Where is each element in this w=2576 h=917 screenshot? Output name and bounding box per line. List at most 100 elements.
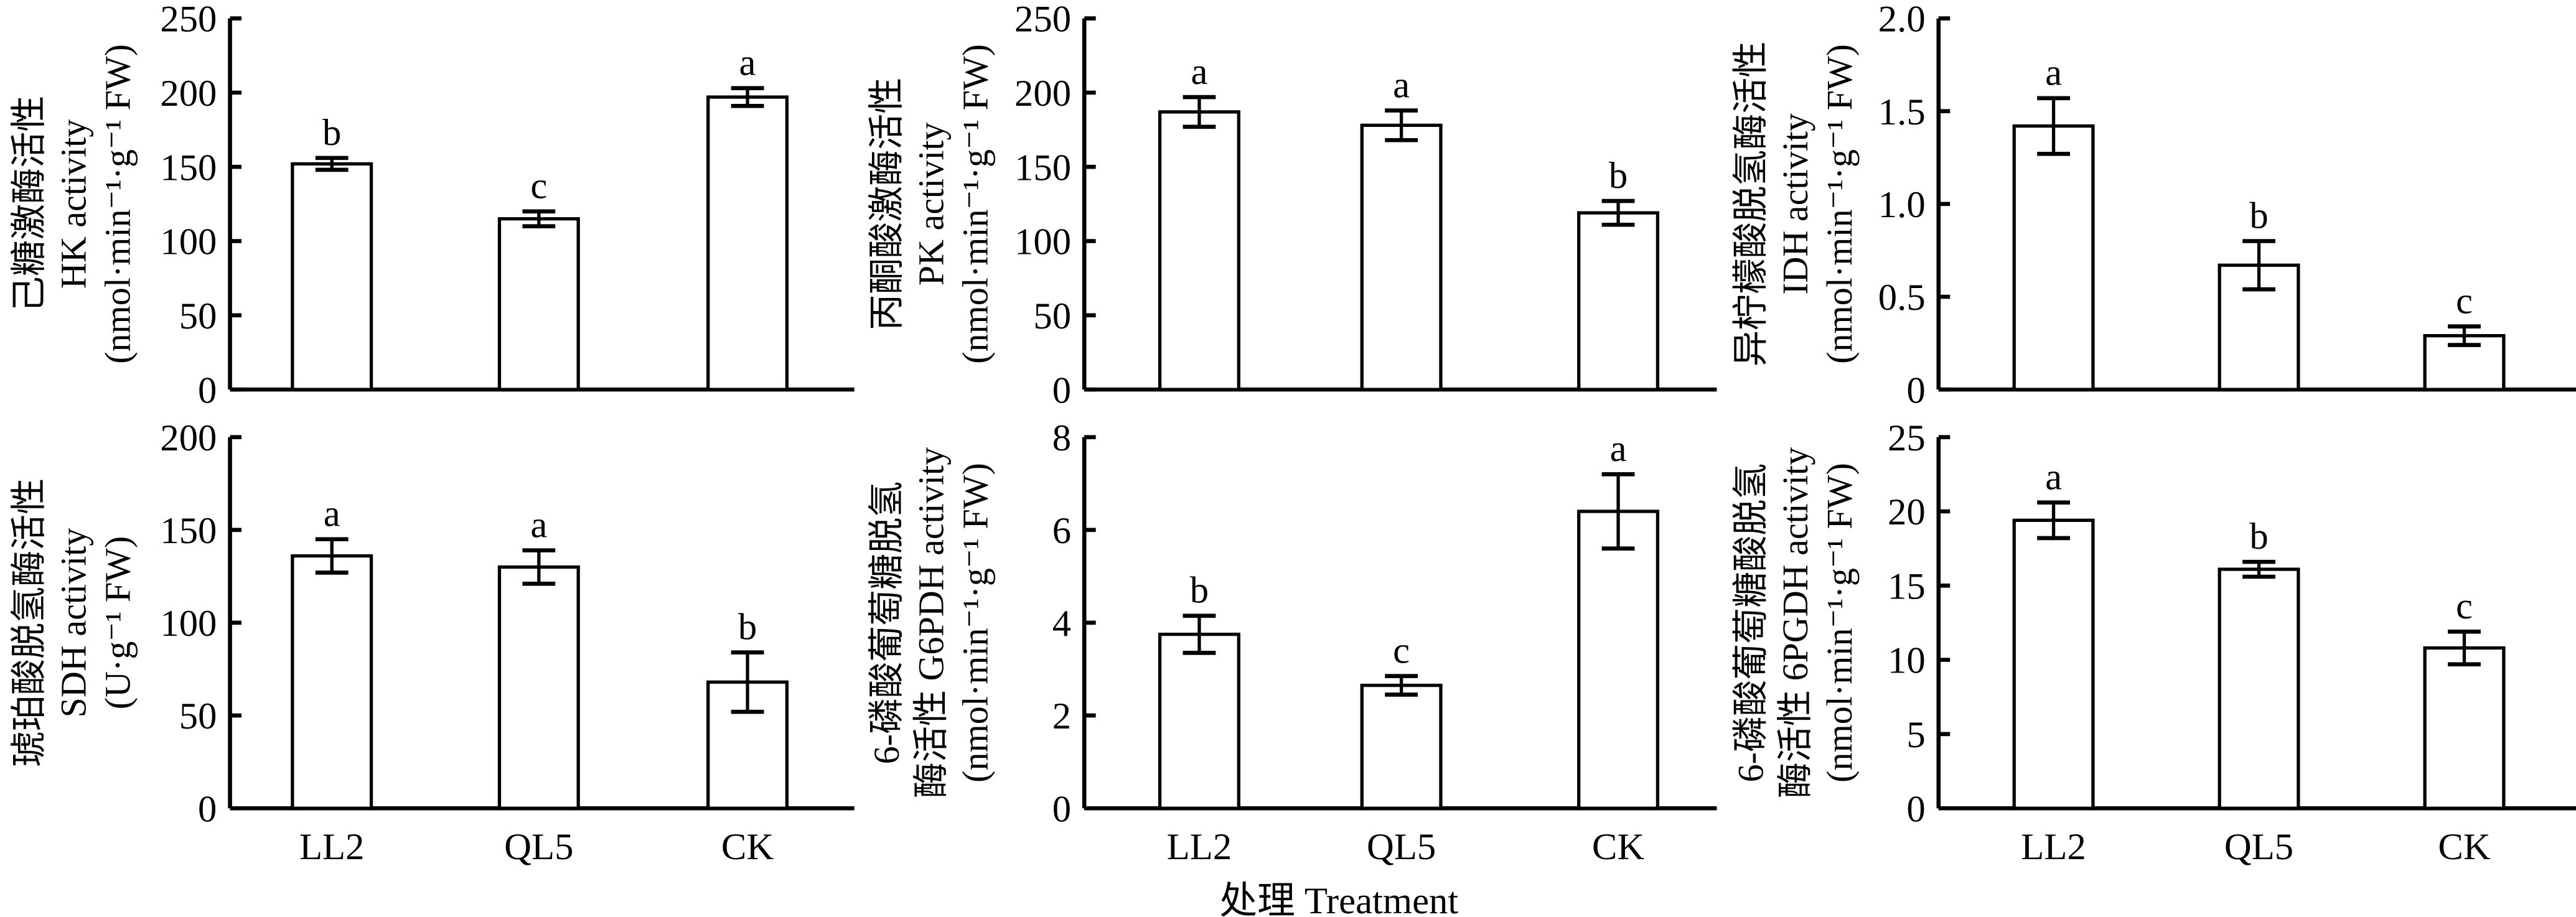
y-tick-label: 1.0	[1878, 184, 1926, 226]
y-axis-title-line: (nmol·min⁻¹·g⁻¹ FW)	[955, 44, 996, 364]
y-tick-label: 200	[1014, 73, 1071, 114]
y-axis-title-line: HK activity	[53, 119, 93, 289]
x-tick-label: QL5	[504, 826, 573, 868]
panel-sdh: 0 50 100 150 200 琥珀酸脱氢酶活性 SDH activity (U·g⁻¹ F…	[9, 417, 855, 868]
y-tick-label: 150	[160, 510, 217, 552]
bar-QL5	[1360, 683, 1443, 810]
y-tick-label: 0	[198, 370, 217, 411]
y-axis-title-line: 丙酮酸激酶活性	[866, 78, 907, 330]
panel-pk: 0 50 100 150 200 250 丙酮酸激酶活性 PK activity (nmol·m…	[866, 0, 1717, 411]
significance-letter: a	[530, 505, 547, 546]
bar-LL2	[291, 162, 373, 391]
y-axis-title-line: (nmol·min⁻¹·g⁻¹ FW)	[98, 44, 138, 364]
y-tick-label: 4	[1052, 603, 1071, 645]
bar-QL5	[2218, 567, 2300, 810]
bar-CK	[1577, 510, 1660, 810]
significance-letter: c	[1393, 630, 1410, 672]
x-tick-label: CK	[2438, 826, 2490, 868]
y-tick-label: 150	[1014, 147, 1071, 189]
significance-letter: b	[2249, 195, 2268, 236]
y-axis-title-line: 异柠檬酸脱氢酶活性	[1730, 42, 1771, 367]
significance-letter: b	[1609, 155, 1628, 197]
y-tick-label: 250	[1014, 0, 1071, 40]
panel-6pgdh: 0 5 10 15 20 25 6-磷酸葡萄糖酸脱氢 酶活性 6PGDH activity (n…	[1730, 417, 2576, 868]
y-tick-label: 0.5	[1878, 277, 1926, 319]
y-tick-label: 200	[160, 73, 217, 114]
bar-QL5	[497, 565, 580, 810]
significance-letter: b	[322, 112, 341, 154]
y-tick-label: 2.0	[1878, 0, 1926, 40]
bar-CK	[706, 95, 789, 391]
y-tick-label: 6	[1052, 510, 1071, 552]
y-tick-label: 2	[1052, 696, 1071, 737]
y-tick-label: 100	[160, 603, 217, 645]
significance-letter: a	[1610, 428, 1627, 470]
y-tick-label: 25	[1888, 417, 1926, 459]
y-axis-title-line: PK activity	[911, 122, 951, 286]
x-tick-label: QL5	[1367, 826, 1436, 868]
y-tick-label: 20	[1888, 491, 1926, 533]
bar-LL2	[1158, 632, 1240, 810]
significance-letter: a	[1191, 51, 1207, 93]
y-tick-label: 200	[160, 417, 217, 459]
bar-CK	[2423, 646, 2506, 810]
y-axis-title-line: 酶活性 G6PDH activity	[911, 447, 951, 798]
y-tick-label: 0	[198, 788, 217, 830]
y-tick-label: 0	[1052, 788, 1071, 830]
y-axis-title-line: SDH activity	[53, 528, 93, 718]
y-axis-title-line: (nmol·min⁻¹·g⁻¹ FW)	[955, 463, 996, 783]
y-tick-label: 0	[1052, 370, 1071, 411]
x-axis-title: 处理 Treatment	[1219, 880, 1458, 917]
significance-letter: a	[324, 493, 340, 535]
x-tick-label: QL5	[2224, 826, 2293, 868]
panel-g6pdh: 0 2 4 6 8 6-磷酸葡萄糖脱氢 酶活性 G6PDH activity (nmol·mi…	[866, 417, 1717, 868]
y-tick-label: 100	[160, 221, 217, 263]
bar-QL5	[497, 217, 580, 391]
x-tick-label: LL2	[299, 826, 365, 868]
y-axis-title-line: 6-磷酸葡萄糖酸脱氢	[1730, 463, 1771, 783]
y-axis-title-line: 6-磷酸葡萄糖脱氢	[866, 482, 907, 765]
x-tick-label: LL2	[1167, 826, 1232, 868]
x-tick-label: CK	[1592, 826, 1644, 868]
y-tick-label: 5	[1906, 714, 1925, 756]
bar-LL2	[291, 554, 373, 810]
y-tick-label: 50	[179, 696, 217, 737]
significance-letter: c	[2456, 585, 2473, 627]
significance-letter: a	[2045, 52, 2062, 94]
y-tick-label: 50	[179, 296, 217, 337]
y-tick-label: 150	[160, 147, 217, 189]
y-tick-label: 8	[1052, 417, 1071, 459]
bar-LL2	[1158, 110, 1240, 391]
y-tick-label: 0	[1906, 370, 1925, 411]
y-axis-title-line: IDH activity	[1775, 113, 1815, 295]
x-tick-label: CK	[721, 826, 774, 868]
y-tick-label: 0	[1906, 788, 1925, 830]
y-tick-label: 50	[1033, 296, 1071, 337]
y-axis-title-line: 琥珀酸脱氢酶活性	[9, 478, 49, 768]
significance-letter: c	[530, 165, 547, 207]
y-axis-title-line: (U·g⁻¹ FW)	[98, 536, 138, 710]
bar-QL5	[1360, 123, 1443, 391]
panel-hk: 0 50 100 150 200 250 己糖激酶活性 HK activity (nmol·mi…	[9, 0, 855, 411]
significance-letter: b	[1190, 570, 1209, 612]
y-tick-label: 1.5	[1878, 91, 1926, 133]
significance-letter: b	[738, 607, 757, 648]
significance-letter: a	[2045, 457, 2062, 498]
significance-letter: a	[1393, 64, 1410, 106]
y-axis-title-line: (nmol·min⁻¹·g⁻¹ FW)	[1819, 463, 1860, 783]
y-tick-label: 15	[1888, 566, 1926, 607]
y-axis-title-line: (nmol·min⁻¹·g⁻¹ FW)	[1819, 44, 1860, 364]
bar-LL2	[2012, 518, 2095, 810]
significance-letter: b	[2249, 516, 2268, 557]
x-tick-label: LL2	[2021, 826, 2086, 868]
panel-idh: 0 0.5 1.0 1.5 2.0 异柠檬酸脱氢酶活性 IDH activity (nmol·…	[1730, 0, 2576, 411]
bar-CK	[1577, 211, 1660, 391]
y-tick-label: 100	[1014, 221, 1071, 263]
bar-LL2	[2012, 124, 2095, 391]
significance-letter: c	[2456, 281, 2473, 322]
y-tick-label: 250	[160, 0, 217, 40]
significance-letter: a	[739, 42, 756, 84]
y-axis-title-line: 己糖激酶活性	[9, 96, 49, 312]
y-axis-title-line: 酶活性 6PGDH activity	[1775, 447, 1815, 798]
